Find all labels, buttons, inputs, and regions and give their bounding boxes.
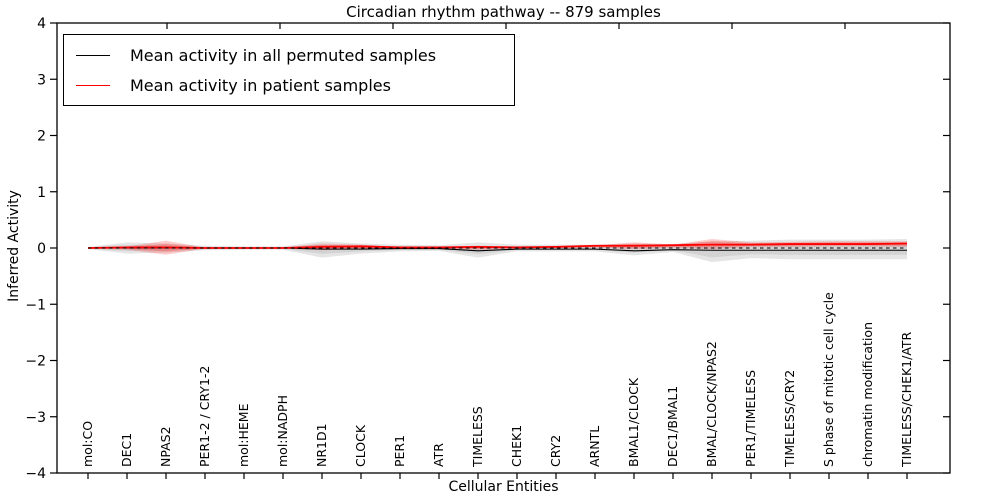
x-tick-label: mol:CO [80, 421, 95, 467]
permuted-line-sample-icon [76, 54, 110, 56]
x-tick-label: CLOCK [353, 424, 368, 467]
y-tick-label: −4 [25, 466, 46, 482]
x-tick-label: PER1-2 / CRY1-2 [197, 366, 212, 467]
x-tick-label: BMAL/CLOCK/NPAS2 [704, 341, 719, 467]
legend-entry-patient: Mean activity in patient samples [64, 70, 514, 100]
y-tick-label: 0 [37, 241, 46, 257]
y-tick-label: 1 [37, 185, 46, 201]
x-tick-label: DEC1 [119, 433, 134, 467]
patient-line-sample-icon [76, 84, 110, 86]
legend-entry-permuted: Mean activity in all permuted samples [64, 40, 514, 70]
x-tick-label: CHEK1 [509, 425, 524, 467]
chart-title: Circadian rhythm pathway -- 879 samples [346, 3, 661, 21]
y-tick-label: −2 [25, 354, 46, 370]
x-tick-label: TIMELESS/CRY2 [782, 370, 797, 468]
legend: Mean activity in all permuted samples Me… [63, 34, 515, 106]
x-tick-label: NPAS2 [158, 426, 173, 467]
x-tick-label: mol:NADPH [275, 395, 290, 467]
patient-spread-band [88, 241, 907, 252]
x-tick-label: PER1/TIMELESS [743, 370, 758, 467]
x-tick-label: DEC1/BMAL1 [665, 386, 680, 467]
x-axis-title: Cellular Entities [448, 479, 559, 495]
x-tick-label: mol:HEME [236, 403, 251, 467]
y-tick-label: −1 [25, 297, 46, 313]
y-axis-title: Inferred Activity [6, 190, 22, 302]
x-tick-label: NR1D1 [314, 423, 329, 467]
x-tick-label: BMAL1/CLOCK [626, 377, 641, 467]
x-tick-label: ATR [431, 443, 446, 467]
x-tick-label: CRY2 [548, 435, 563, 467]
y-tick-label: 2 [37, 129, 46, 145]
legend-label-patient: Mean activity in patient samples [130, 75, 391, 95]
x-tick-label: chromatin modification [860, 322, 875, 467]
x-tick-label: TIMELESS/CHEK1/ATR [899, 331, 914, 468]
x-tick-label: PER1 [392, 435, 407, 467]
legend-label-permuted: Mean activity in all permuted samples [130, 45, 437, 65]
x-tick-label: S phase of mitotic cell cycle [821, 292, 836, 467]
x-tick-label: TIMELESS [470, 406, 485, 468]
y-tick-label: −3 [25, 410, 46, 426]
y-tick-label: 3 [37, 72, 46, 88]
y-tick-label: 4 [37, 16, 46, 32]
x-tick-label: ARNTL [587, 426, 602, 467]
